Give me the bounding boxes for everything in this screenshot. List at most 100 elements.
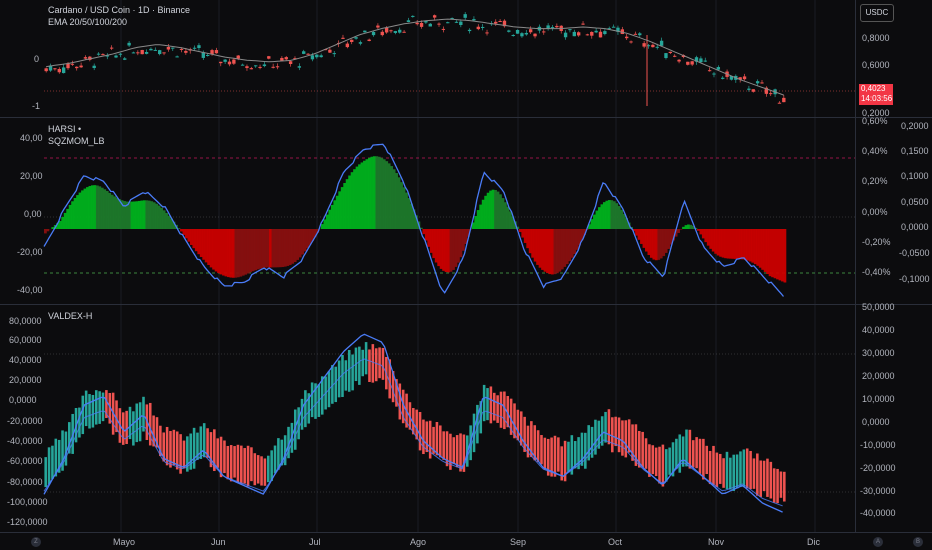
- auto-scale-icon[interactable]: A: [873, 537, 883, 547]
- momentum-bar: [531, 229, 535, 258]
- valdex-bar: [250, 447, 253, 482]
- valdex-bar: [374, 348, 378, 382]
- log-scale-icon[interactable]: B: [913, 537, 923, 547]
- momentum-bar: [83, 188, 87, 229]
- valdex-bar: [115, 400, 118, 433]
- momentum-bar: [694, 228, 698, 229]
- momentum-bar: [563, 229, 567, 267]
- currency-badge[interactable]: USDC: [860, 4, 894, 22]
- symbol-title[interactable]: Cardano / USD Coin · 1D · Binance: [48, 5, 191, 15]
- candle-body: [520, 33, 524, 37]
- momentum-bar: [283, 229, 287, 267]
- valdex-bar: [587, 425, 590, 461]
- candle-body: [254, 65, 258, 67]
- valdex-bar: [708, 450, 712, 485]
- momentum-bar: [293, 229, 297, 263]
- candle-body: [166, 46, 171, 50]
- valdex-bar: [88, 394, 91, 429]
- momentum-bar: [274, 229, 277, 268]
- valdex-bar: [671, 442, 675, 477]
- momentum-bar: [78, 192, 82, 229]
- momentum-bar: [308, 229, 312, 245]
- candle-body: [747, 88, 751, 90]
- valdex-bar: [594, 419, 597, 455]
- momentum-bar: [437, 229, 441, 267]
- momentum-bar: [422, 229, 426, 235]
- valdex-bar: [226, 445, 230, 480]
- valdex-bar: [162, 432, 166, 462]
- valdex-bar: [560, 446, 563, 481]
- valdex-bar: [401, 389, 405, 424]
- valdex-bar: [202, 423, 206, 458]
- momentum-bar: [140, 200, 144, 229]
- sqzmom-title[interactable]: SQZMOM_LB: [48, 136, 105, 146]
- candle-body: [594, 30, 598, 33]
- timezone-icon[interactable]: Z: [31, 537, 41, 547]
- right-tick: 0,6000: [862, 60, 890, 70]
- time-axis-label: Dic: [807, 537, 820, 547]
- momentum-bar: [239, 229, 243, 277]
- valdex-bar: [273, 445, 277, 474]
- valdex-right-tick: 0,0000: [862, 417, 890, 427]
- valdex-bar: [78, 407, 81, 438]
- candle-body: [197, 45, 201, 49]
- momentum-bar: [229, 229, 233, 278]
- current-price: 0,4023: [861, 84, 886, 93]
- valdex-bar: [705, 445, 709, 475]
- momentum-bar: [338, 191, 342, 229]
- valdex-bar: [476, 404, 479, 444]
- harsi-mid-tick: 0,40%: [862, 146, 888, 156]
- candle-body: [223, 59, 227, 62]
- momentum-bar: [620, 209, 624, 229]
- valdex-bar: [557, 437, 560, 472]
- candle-body: [764, 87, 769, 94]
- valdex-bar: [381, 347, 385, 380]
- candle-body: [376, 25, 380, 28]
- valdex-bar: [685, 429, 688, 467]
- candle-body: [603, 31, 607, 35]
- valdex-bar: [253, 453, 257, 486]
- momentum-bar: [508, 211, 512, 229]
- momentum-bar: [773, 229, 777, 279]
- momentum-bar: [66, 208, 70, 229]
- momentum-bar: [115, 197, 119, 229]
- momentum-bar: [439, 229, 443, 269]
- candle-body: [742, 76, 747, 80]
- valdex-bar: [439, 425, 442, 458]
- valdex-bar: [165, 426, 169, 466]
- valdex-bar: [627, 419, 631, 453]
- valdex-title[interactable]: VALDEX-H: [48, 311, 93, 321]
- momentum-bar: [541, 229, 544, 270]
- momentum-bar: [86, 187, 89, 229]
- candle-body: [760, 82, 764, 84]
- panel-separator[interactable]: [0, 117, 932, 118]
- harsi-right-tick: 0,2000: [901, 121, 929, 131]
- valdex-bar: [530, 421, 533, 458]
- momentum-bar: [600, 204, 604, 229]
- momentum-bar: [555, 229, 559, 274]
- candle-body: [363, 30, 367, 33]
- valdex-bar: [698, 438, 702, 474]
- valdex-right-tick: -20,0000: [860, 463, 896, 473]
- momentum-bar: [254, 229, 258, 271]
- valdex-bar: [435, 421, 439, 456]
- valdex-bar: [634, 424, 638, 466]
- momentum-bar: [271, 229, 275, 268]
- momentum-bar: [504, 202, 507, 229]
- valdex-bar: [148, 402, 152, 446]
- harsi-left-tick: 0,00: [24, 209, 42, 219]
- momentum-bar: [593, 214, 596, 229]
- candle-body: [546, 25, 550, 29]
- harsi-title[interactable]: HARSI •: [48, 124, 82, 134]
- valdex-bar: [283, 435, 287, 466]
- momentum-bar: [709, 229, 713, 249]
- momentum-bar: [748, 229, 752, 262]
- panel-separator[interactable]: [0, 304, 932, 305]
- candle-body: [738, 77, 742, 80]
- ema-indicator-title[interactable]: EMA 20/50/100/200: [48, 17, 128, 27]
- momentum-bar: [137, 200, 141, 229]
- momentum-bar: [716, 229, 720, 256]
- candle-body: [319, 55, 323, 58]
- momentum-bar: [397, 177, 401, 229]
